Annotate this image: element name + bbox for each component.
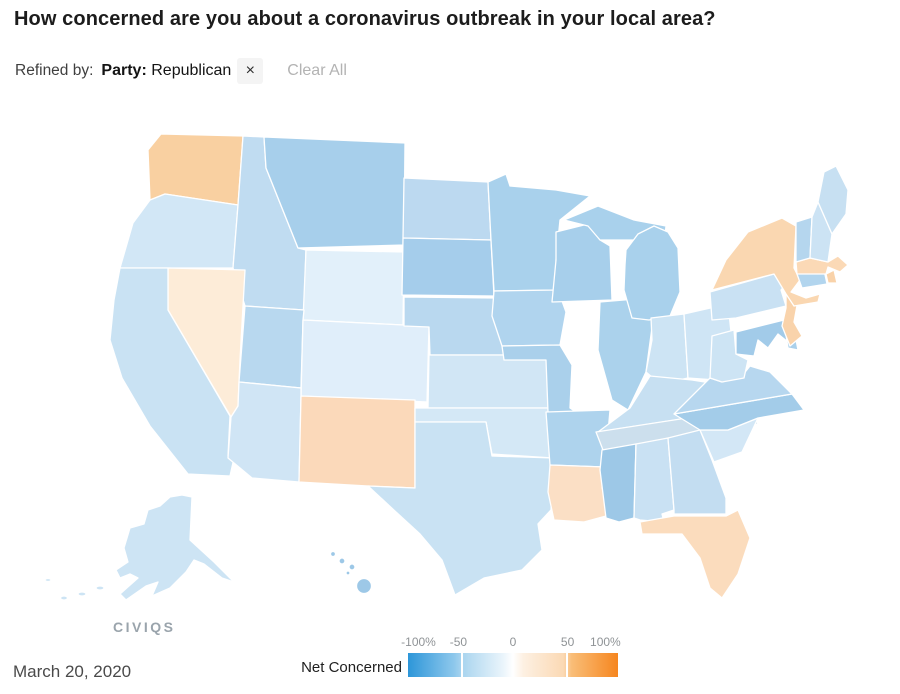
close-icon: ×: [245, 62, 255, 79]
state-oregon[interactable]: [119, 193, 239, 269]
state-alaska-island[interactable]: [44, 577, 52, 583]
clear-all-button[interactable]: Clear All: [287, 62, 347, 79]
state-alaska[interactable]: [115, 494, 235, 601]
state-west-virginia[interactable]: [709, 329, 749, 383]
state-minnesota[interactable]: [487, 173, 591, 292]
state-alabama[interactable]: [633, 437, 675, 523]
state-new-york[interactable]: [711, 217, 821, 307]
civiqs-logo[interactable]: CIVIQS: [113, 619, 176, 635]
state-hawaii[interactable]: [355, 577, 373, 595]
refined-by-label: Refined by:: [15, 62, 94, 79]
state-california[interactable]: [109, 267, 235, 477]
state-michigan[interactable]: [623, 225, 681, 321]
state-hawaii[interactable]: [345, 570, 351, 576]
map-date: March 20, 2020: [13, 662, 132, 681]
state-alaska-island[interactable]: [77, 591, 87, 597]
filter-chip-label: Party: Republican: [101, 62, 231, 80]
state-washington[interactable]: [147, 133, 244, 206]
state-florida[interactable]: [639, 509, 751, 599]
state-colorado[interactable]: [300, 319, 430, 403]
legend-tick: 50: [560, 635, 575, 649]
state-hawaii[interactable]: [348, 563, 356, 571]
legend-gradient-bar: [408, 653, 618, 677]
filter-chip-field: Party:: [101, 62, 147, 79]
state-mississippi[interactable]: [599, 443, 637, 523]
state-utah[interactable]: [238, 305, 305, 389]
state-texas[interactable]: [367, 421, 554, 596]
state-new-mexico[interactable]: [298, 395, 416, 489]
state-maine[interactable]: [817, 165, 849, 235]
state-alaska-island[interactable]: [95, 585, 105, 591]
state-maryland[interactable]: [735, 319, 789, 357]
legend-separator: [460, 653, 463, 677]
state-new-hampshire[interactable]: [809, 201, 833, 263]
filter-chip-value: Republican: [151, 62, 232, 79]
state-north-dakota[interactable]: [402, 177, 492, 241]
state-rhode-island[interactable]: [825, 269, 838, 284]
legend-tick: -100%: [401, 635, 436, 649]
remove-filter-button[interactable]: ×: [237, 58, 264, 84]
legend: Net Concerned -100% -50 0 50 100%: [300, 635, 630, 683]
legend-separator: [565, 653, 568, 677]
legend-tick: 0: [509, 635, 517, 649]
filter-chip-party: Party: Republican ×: [101, 58, 264, 84]
states-group: [44, 133, 849, 601]
state-hawaii[interactable]: [338, 557, 346, 565]
state-hawaii[interactable]: [329, 550, 337, 558]
state-alaska-island[interactable]: [59, 595, 69, 601]
legend-label: Net Concerned: [301, 659, 402, 676]
state-arizona[interactable]: [227, 381, 302, 483]
filter-bar: Refined by: Party: Republican × Clear Al…: [15, 57, 347, 85]
state-montana[interactable]: [263, 136, 406, 249]
legend-tick: -50: [449, 635, 468, 649]
state-kansas[interactable]: [427, 354, 552, 409]
legend-tick: 100%: [590, 635, 621, 649]
page-title: How concerned are you about a coronaviru…: [14, 8, 716, 30]
state-indiana[interactable]: [645, 313, 689, 385]
legend-ticks: -100% -50 0 50 100%: [401, 635, 621, 651]
us-choropleth-map: [0, 120, 900, 640]
state-wyoming[interactable]: [302, 249, 405, 326]
state-south-dakota[interactable]: [401, 237, 495, 297]
state-hawaii-group: [329, 550, 373, 595]
